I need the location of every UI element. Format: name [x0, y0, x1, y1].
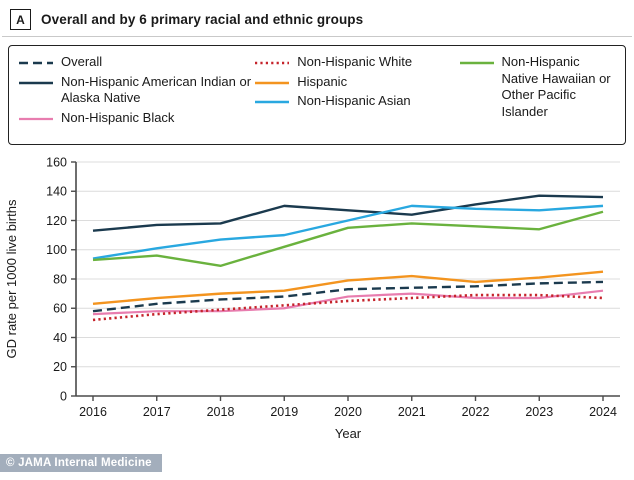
legend-label: Overall [61, 54, 103, 69]
legend-column: Overall Non-Hispanic American Indian or A… [19, 54, 255, 140]
series-line-asian [92, 204, 604, 260]
y-axis-label: GD rate per 1000 live births [4, 199, 19, 358]
legend-label: Non-Hispanic White [297, 54, 413, 69]
legend-swatch-hispanic-line-icon [255, 81, 290, 84]
title-divider [2, 36, 632, 37]
legend-swatch-asian-line-icon [255, 100, 290, 104]
legend-label: Hispanic [297, 73, 348, 89]
chart-area: 0 20 40 60 80 100 120 140 160 2016 2017 2018 2019 202… [0, 149, 634, 456]
watermark: © JAMA Internal Medicine [0, 454, 162, 472]
series-line-white [92, 293, 604, 322]
legend-label: Non-Hispanic Native Hawaiian or Other Pa… [501, 54, 611, 119]
y-tick-label: 100 [46, 243, 67, 257]
series-line-nhpi [92, 210, 604, 268]
series-line-aian [92, 194, 604, 232]
y-tick-label: 160 [46, 155, 67, 169]
y-tick-label: 60 [53, 302, 67, 316]
legend-item-hispanic: Hispanic [255, 74, 459, 91]
series-line-black [92, 289, 604, 316]
legend-item-black: Non-Hispanic Black [19, 110, 255, 127]
y-tick-label: 140 [46, 185, 67, 199]
legend-item-overall: Overall [19, 54, 255, 71]
x-tick-label: 2022 [462, 405, 490, 419]
panel-marker: A [10, 9, 31, 30]
legend-column: Non-Hispanic White Hispanic Non-Hispanic A… [255, 54, 459, 140]
legend-swatch-aian-line-icon [19, 81, 53, 84]
x-tick-label: 2024 [589, 405, 617, 419]
x-tick-label: 2020 [334, 405, 362, 419]
x-tick-label: 2018 [207, 405, 235, 419]
legend-swatch-nhpi-line-icon [459, 61, 494, 65]
legend-label: Non-Hispanic American Indian or Alaska N… [61, 73, 252, 106]
x-axis-label: Year [335, 426, 362, 441]
legend-item-nhpi: Non-Hispanic Native Hawaiian or Other Pa… [459, 54, 619, 120]
legend-swatch-black-line-icon [19, 117, 53, 120]
series-line-overall [92, 280, 604, 313]
y-tick-label: 40 [53, 331, 67, 345]
x-tick-label: 2016 [79, 405, 107, 419]
legend-box: Overall Non-Hispanic American Indian or A… [8, 45, 626, 145]
y-tick-label: 20 [53, 360, 67, 374]
legend-item-white: Non-Hispanic White [255, 54, 459, 71]
legend-swatch-white-line-icon [255, 61, 290, 65]
series-line-hispanic [92, 270, 604, 306]
legend-label: Non-Hispanic Asian [297, 93, 411, 108]
legend-label: Non-Hispanic Black [61, 109, 175, 125]
legend-swatch-overall-line-icon [19, 61, 53, 65]
x-tick-label: 2019 [270, 405, 298, 419]
line-chart: 0 20 40 60 80 100 120 140 160 2016 2017 2018 2019 202… [4, 155, 620, 441]
x-tick-label: 2023 [525, 405, 553, 419]
legend-item-aian: Non-Hispanic American Indian or Alaska N… [19, 74, 255, 107]
panel-title: Overall and by 6 primary racial and ethn… [41, 12, 364, 27]
y-tick-label: 0 [60, 389, 67, 403]
panel-header: A Overall and by 6 primary racial and et… [0, 0, 634, 36]
y-tick-label: 80 [53, 272, 67, 286]
x-tick-label: 2021 [398, 405, 426, 419]
legend-item-asian: Non-Hispanic Asian [255, 93, 459, 110]
y-tick-label: 120 [46, 214, 67, 228]
x-tick-label: 2017 [143, 405, 171, 419]
legend-column: Non-Hispanic Native Hawaiian or Other Pa… [459, 54, 619, 140]
